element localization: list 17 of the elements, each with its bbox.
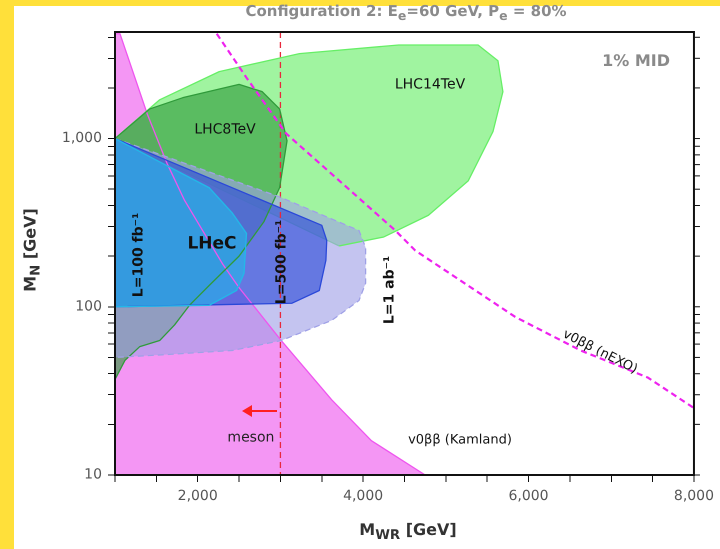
text: L=1 ab⁻¹ [382,256,398,324]
ref-line-label: meson [227,430,274,446]
x-tick-label: 8,000 [674,488,714,504]
annotation: 1% MID [602,51,670,70]
x-axis-title: M$_{WR}$ [GeV] [359,520,457,544]
series-label: LHC14TeV [394,76,466,93]
x-tick-label: 4,000 [343,488,384,504]
y-tick-label: 10 [84,466,102,483]
chart-title: Configuration 2: E$_{e}$=60 GeV, P$_{e}$ = 80% [245,2,567,23]
series-label: L=500 fb⁻¹ [274,220,290,304]
y-tick-label: 1,000 [62,130,102,146]
x-tick-label: 6,000 [508,488,549,504]
series-label: v0ββ (Kamland) [408,432,512,448]
x-tick-label: 2,000 [178,488,218,504]
y-tick-label: 100 [75,298,102,314]
series-label: LHC8TeV [194,122,256,138]
series-label: L=100 fb⁻¹ [130,212,147,298]
